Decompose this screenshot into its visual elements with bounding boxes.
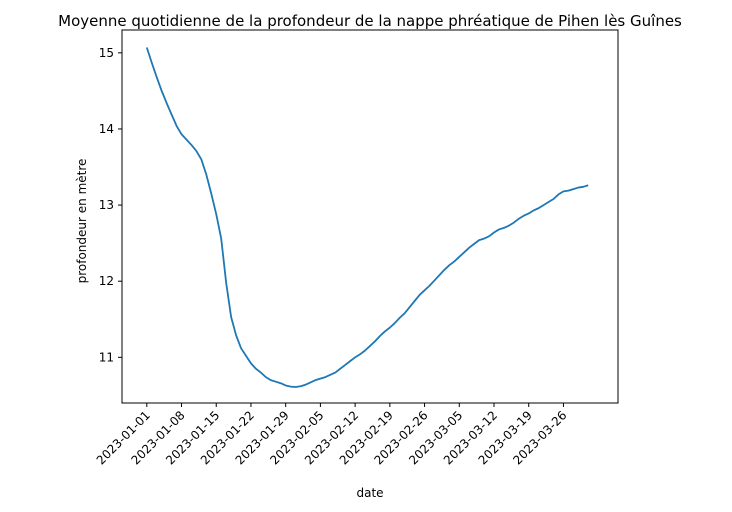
plot-frame [121, 29, 619, 404]
series-line [145, 47, 589, 388]
y-tick-label: 14 [99, 122, 114, 136]
y-axis: 11 12 13 14 15 [99, 46, 122, 364]
x-axis: 2023-01-012023-01-082023-01-152023-01-22… [94, 403, 570, 467]
y-axis-label: profondeur en mètre [75, 159, 89, 284]
y-tick-label: 11 [99, 350, 114, 364]
y-tick-label: 15 [99, 46, 114, 60]
plot-area [121, 29, 619, 404]
y-tick-label: 13 [99, 198, 114, 212]
chart-title: Moyenne quotidienne de la profondeur de … [58, 12, 682, 30]
y-tick-label: 12 [99, 274, 114, 288]
x-axis-label: date [356, 486, 383, 500]
